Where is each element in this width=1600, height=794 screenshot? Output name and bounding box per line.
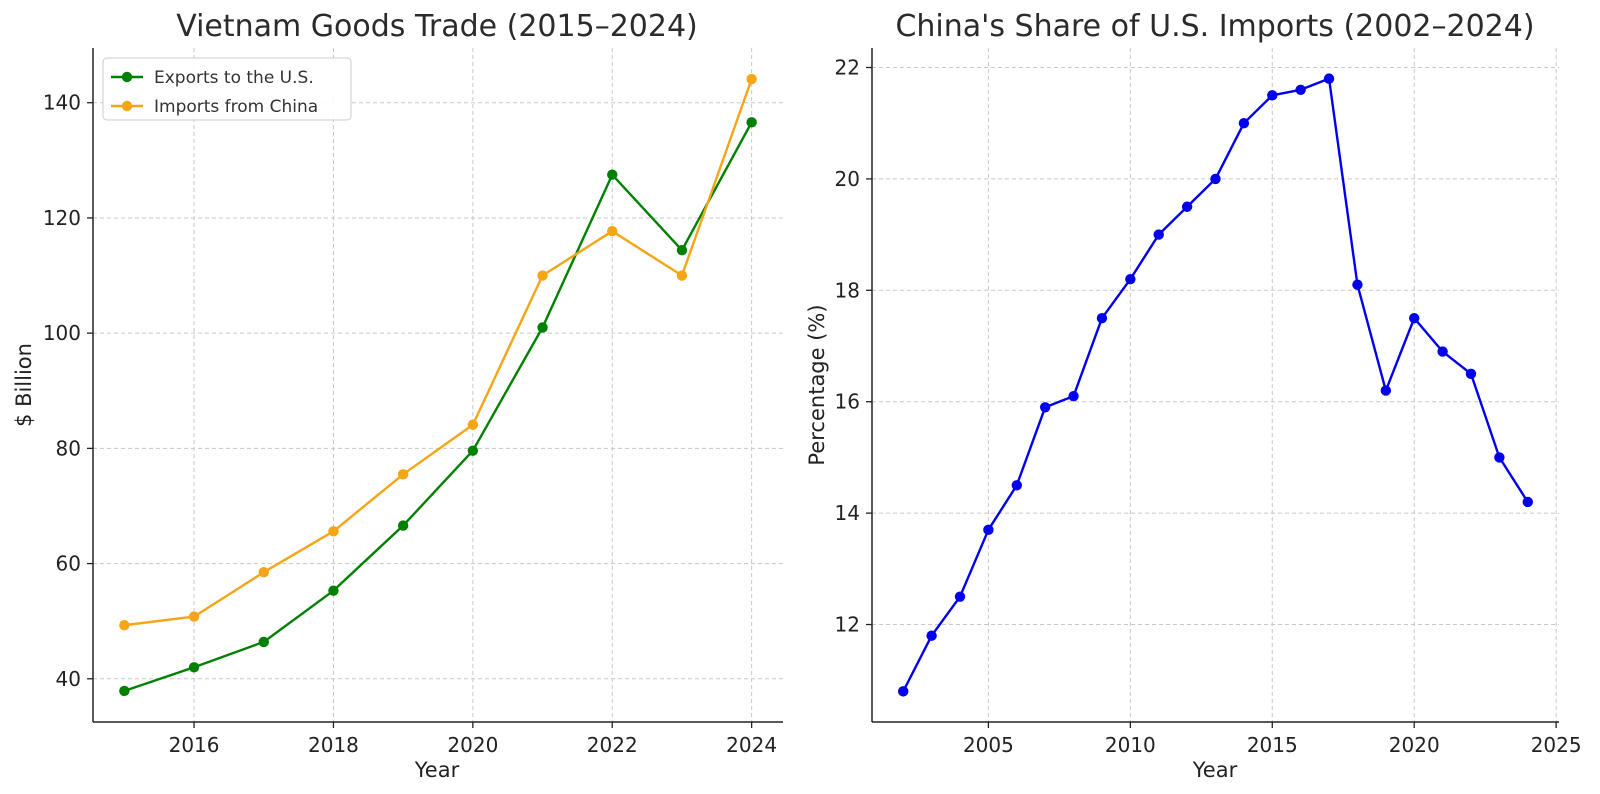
x-tick-label: 2015 [1247,733,1298,757]
x-tick-label: 2018 [308,733,359,757]
y-tick-label: 60 [56,552,81,576]
data-point [1096,312,1108,324]
data-point [1267,90,1278,101]
data-point [1238,117,1250,129]
y-tick-label: 20 [835,167,860,191]
x-tick-label: 2010 [1105,733,1156,757]
data-point [1437,346,1448,357]
y-tick-label: 22 [835,55,860,79]
data-point [1210,173,1221,185]
data-point [119,685,130,697]
y-tick-label: 80 [56,436,81,460]
data-point [537,270,548,281]
series-line-0 [902,77,1529,692]
data-point [1494,452,1505,463]
data-point [746,117,757,128]
data-point [1011,480,1022,491]
y-tick-label: 40 [56,667,81,691]
y-axis-label: $ Billion [12,343,36,427]
data-point [1409,312,1420,324]
data-point [1153,229,1164,240]
chart-china-share: 2005 2010 2015 2020 2025 12 14 16 18 20 22 China's… [805,9,1582,782]
data-point [746,73,757,85]
data-point [119,620,130,631]
y-tick-label: 16 [835,390,860,414]
data-point [1522,496,1533,508]
data-point [1181,201,1193,212]
data-point [1295,84,1306,95]
x-tick-label: 2005 [963,733,1014,757]
data-point [1125,273,1136,285]
data-point [1465,368,1477,380]
data-point [188,611,200,622]
legend-marker [121,71,133,83]
data-point [258,567,269,578]
data-point [607,169,618,180]
data-point [607,225,618,237]
data-point [397,469,409,480]
x-axis-label: Year [1192,758,1238,782]
y-tick-label: 14 [835,501,860,525]
series-line-1 [124,78,753,627]
y-tick-label: 12 [835,613,860,637]
legend: Exports to the U.S. Imports from China [102,57,352,121]
y-tick-label: 120 [43,206,81,230]
data-point [676,245,688,256]
data-point [258,636,269,648]
data-point [397,520,409,531]
chart-vietnam-trade: 2016 2018 2020 2022 2024 40 60 80 100 120 140 Viet… [12,9,783,782]
data-point [1039,402,1051,413]
data-point [926,630,937,641]
series-line-0 [123,121,753,693]
data-point [188,662,200,673]
y-tick-label: 18 [835,278,860,302]
data-point [467,419,479,430]
x-tick-label: 2020 [1389,733,1440,757]
data-point [1352,279,1363,290]
legend-box [102,57,352,121]
data-point [676,270,688,281]
y-tick-label: 140 [43,91,81,115]
x-tick-label: 2016 [169,733,220,757]
x-tick-label: 2020 [447,733,498,757]
x-tick-label: 2024 [726,733,777,757]
data-point [467,445,479,456]
data-point [537,322,548,333]
data-point [328,585,339,596]
legend-label: Imports from China [154,97,318,117]
chart-title: Vietnam Goods Trade (2015–2024) [176,9,698,44]
legend-label: Exports to the U.S. [154,68,314,88]
data-point [983,524,994,536]
data-point [898,686,909,697]
x-tick-label: 2022 [587,733,638,757]
data-point [328,526,339,537]
data-point [1323,73,1335,84]
y-tick-label: 100 [43,321,81,345]
y-axis-label: Percentage (%) [805,304,829,465]
legend-marker [121,100,133,112]
x-tick-label: 2025 [1531,733,1582,757]
data-point [954,591,966,602]
data-point [1380,385,1392,396]
x-axis-label: Year [414,758,460,782]
data-point [1068,390,1079,402]
chart-title: China's Share of U.S. Imports (2002–2024… [895,9,1534,44]
